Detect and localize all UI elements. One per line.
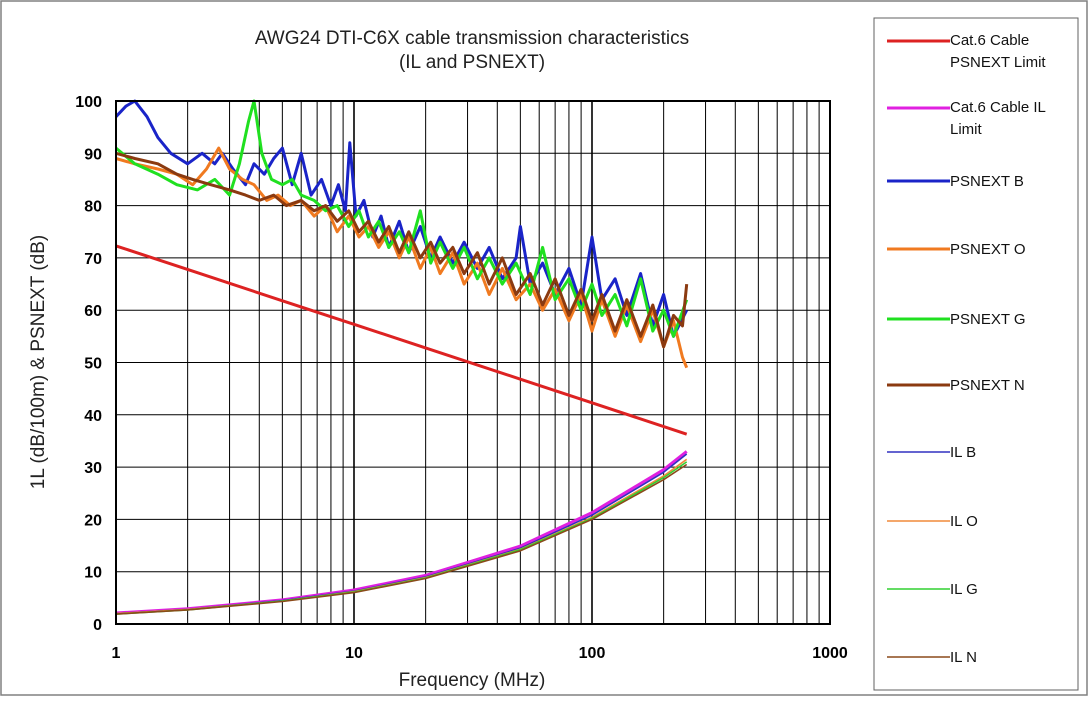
y-tick-label: 60 bbox=[84, 303, 102, 320]
series-layer bbox=[114, 99, 689, 615]
legend-label: PSNEXT N bbox=[950, 377, 1025, 394]
series-line-cat-6-cable-psnext-limit bbox=[115, 244, 688, 436]
series-line-psnext-n bbox=[115, 151, 689, 349]
legend: Cat.6 Cable PSNEXT Limit Cat.6 Cable IL Lim… bbox=[887, 32, 1046, 666]
y-tick-label: 100 bbox=[75, 94, 102, 111]
legend-label: IL G bbox=[950, 581, 978, 598]
chart-subtitle: (IL and PSNEXT) bbox=[399, 52, 545, 73]
y-tick-label: 50 bbox=[84, 356, 102, 373]
y-tick-label: 10 bbox=[84, 565, 102, 582]
series-line-psnext-o bbox=[115, 146, 689, 369]
y-tick-label: 90 bbox=[84, 146, 102, 163]
plot-border bbox=[115, 100, 831, 625]
y-tick-label: 20 bbox=[84, 512, 102, 529]
y-tick-label: 30 bbox=[84, 460, 102, 477]
legend-label: PSNEXT G bbox=[950, 311, 1026, 328]
y-tick-label: 70 bbox=[84, 251, 102, 268]
legend-label: Cat.6 Cable bbox=[950, 32, 1029, 49]
y-axis-label: 1L (dB/100m) & PSNEXT (dB) bbox=[28, 235, 49, 490]
legend-label: IL O bbox=[950, 513, 978, 530]
x-tick-label: 100 bbox=[579, 645, 606, 662]
legend-label: IL B bbox=[950, 444, 976, 461]
legend-box bbox=[873, 17, 1079, 691]
y-tick-label: 80 bbox=[84, 199, 102, 216]
x-tick-label: 1 bbox=[112, 645, 121, 662]
legend-label: PSNEXT B bbox=[950, 173, 1024, 190]
legend-label: Limit bbox=[950, 121, 983, 138]
legend-label: PSNEXT Limit bbox=[950, 54, 1046, 71]
series-line-il-n bbox=[115, 463, 688, 615]
y-tick-label: 40 bbox=[84, 408, 102, 425]
legend-label: IL N bbox=[950, 649, 977, 666]
x-tick-label: 1000 bbox=[812, 645, 848, 662]
y-tick-label: 0 bbox=[93, 617, 102, 634]
x-axis-label: Frequency (MHz) bbox=[399, 670, 546, 691]
legend-label: PSNEXT O bbox=[950, 241, 1026, 258]
x-tick-label: 10 bbox=[345, 645, 363, 662]
legend-label: Cat.6 Cable IL bbox=[950, 99, 1046, 116]
chart-title: AWG24 DTI-C6X cable transmission charact… bbox=[255, 28, 689, 49]
